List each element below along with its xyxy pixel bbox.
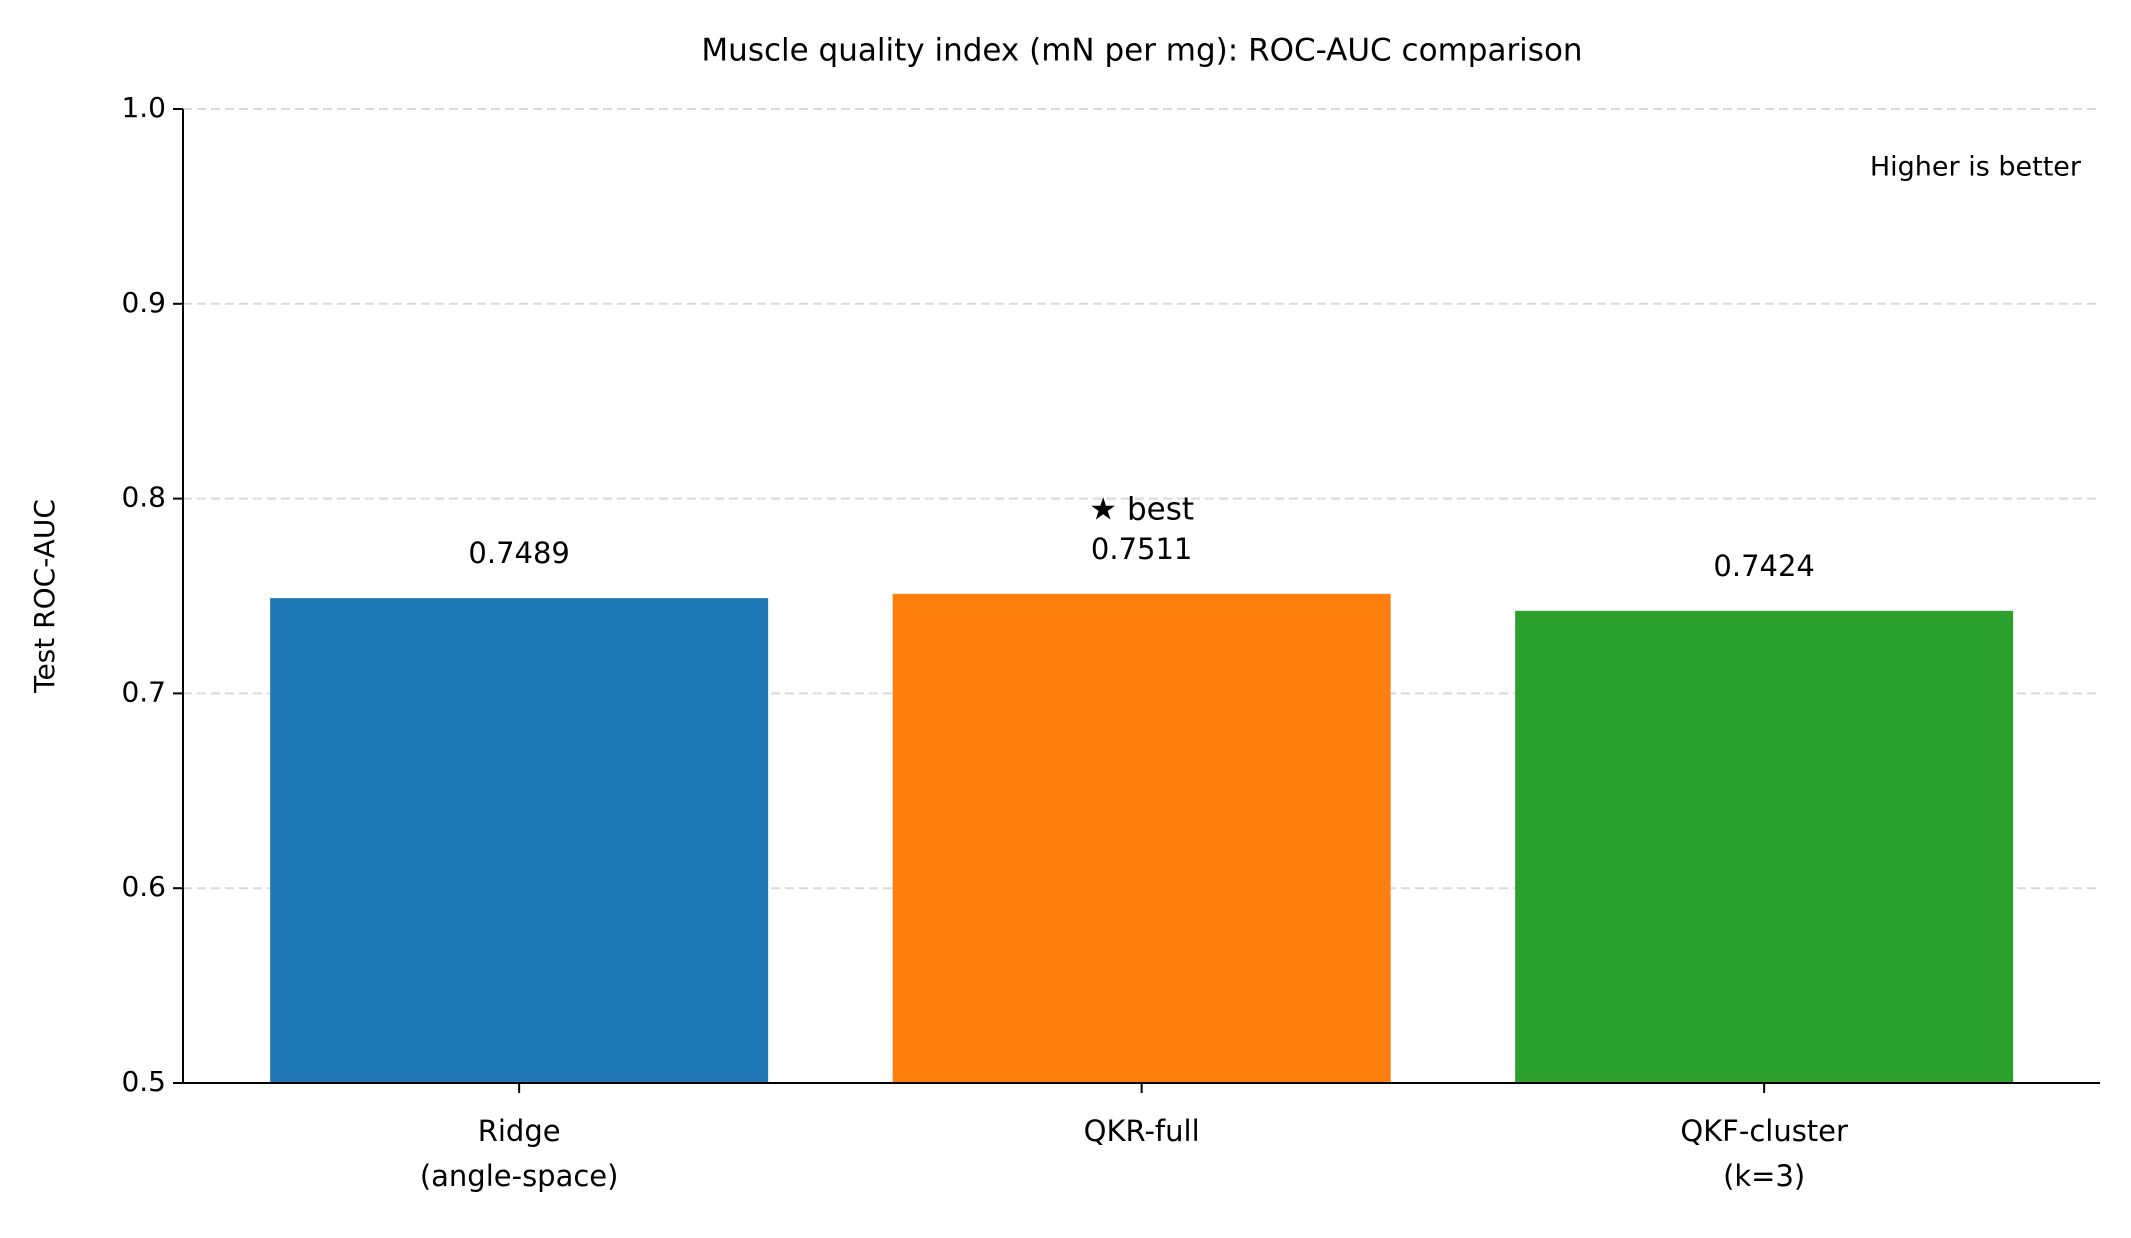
y-tick-label: 0.7 bbox=[121, 675, 166, 708]
value-label: 0.7424 bbox=[1713, 549, 1814, 583]
x-tick-label: QKF-cluster (k=3) bbox=[1680, 1114, 1848, 1193]
bar bbox=[270, 598, 769, 1083]
value-label: 0.7511 bbox=[1091, 532, 1192, 566]
value-label: 0.7489 bbox=[468, 536, 569, 570]
x-tick-label: QKR-full bbox=[1084, 1114, 1200, 1148]
x-tick-label: Ridge (angle-space) bbox=[420, 1114, 619, 1193]
y-tick-label: 0.5 bbox=[121, 1065, 166, 1098]
chart-title: Muscle quality index (mN per mg): ROC-AU… bbox=[701, 33, 1582, 69]
y-tick-label: 0.8 bbox=[121, 481, 166, 514]
y-tick-label: 0.9 bbox=[121, 286, 166, 319]
annotation: Higher is better bbox=[1870, 152, 2082, 183]
y-axis-label: Test ROC-AUC bbox=[28, 499, 61, 694]
y-tick-label: 1.0 bbox=[121, 91, 166, 124]
y-tick-label: 0.6 bbox=[121, 870, 166, 903]
bar bbox=[892, 593, 1391, 1083]
bar bbox=[1515, 610, 2014, 1083]
best-label: ★ best bbox=[1089, 491, 1194, 527]
